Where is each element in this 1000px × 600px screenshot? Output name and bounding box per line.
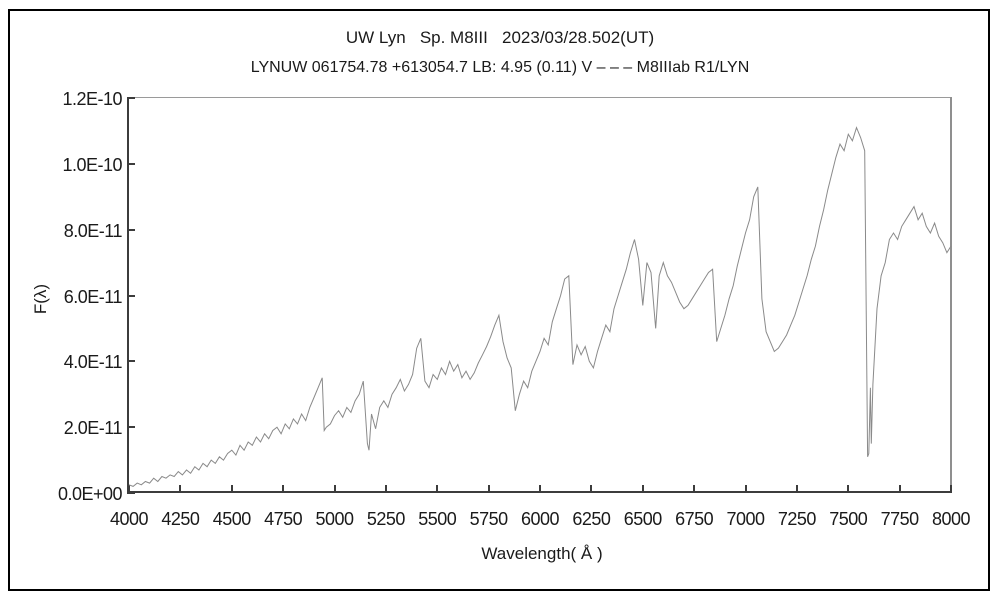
plot-frame-right [950, 97, 952, 493]
y-tick-label: 4.0E-11 [63, 352, 123, 373]
x-tick-mark [641, 485, 644, 491]
x-axis-line [127, 491, 952, 493]
x-tick-label: 7750 [880, 509, 920, 529]
x-tick-mark [693, 485, 696, 491]
y-tick-label: 1.0E-10 [62, 154, 122, 175]
plot-frame-top [127, 97, 952, 98]
y-tick-mark [129, 426, 135, 429]
x-tick-label: 4750 [264, 509, 303, 529]
x-tick-mark [744, 485, 747, 491]
x-tick-label: 6250 [572, 509, 611, 529]
x-tick-label: 4500 [212, 509, 252, 529]
y-axis-line [127, 97, 129, 494]
x-tick-mark [282, 485, 285, 491]
y-tick-mark [129, 294, 135, 297]
y-tick-mark [129, 492, 135, 494]
y-tick-label: 0.0E+00 [57, 484, 123, 504]
x-tick-mark [590, 485, 593, 491]
x-tick-mark [333, 485, 336, 491]
y-tick-label: 6.0E-11 [63, 286, 123, 307]
x-tick-label: 8000 [931, 509, 971, 529]
x-axis-title: Wavelength( Å ) [481, 544, 603, 563]
x-tick-mark [128, 485, 130, 491]
x-tick-label: 5500 [418, 509, 457, 529]
x-tick-mark [847, 485, 850, 491]
x-tick-mark [230, 485, 233, 491]
y-tick-mark [129, 228, 135, 231]
x-tick-label: 6750 [675, 509, 714, 529]
x-tick-label: 5750 [469, 509, 509, 529]
x-tick-label: 5250 [366, 509, 406, 529]
x-tick-mark [539, 485, 541, 491]
y-tick-mark [129, 162, 135, 165]
x-tick-label: 7000 [726, 509, 765, 529]
y-tick-mark [129, 360, 135, 363]
x-tick-label: 5000 [315, 509, 354, 529]
y-axis-title: F(λ) [31, 283, 50, 315]
x-tick-label: 4000 [109, 509, 149, 529]
y-tick-label: 8.0E-11 [63, 220, 123, 241]
x-tick-mark [950, 485, 952, 491]
x-tick-label: 4250 [161, 509, 200, 529]
x-tick-label: 7250 [777, 509, 817, 529]
x-tick-mark [179, 485, 182, 491]
x-tick-mark [795, 485, 798, 491]
x-tick-mark [384, 485, 387, 491]
x-tick-mark [487, 485, 490, 491]
chart-outer-border [8, 9, 990, 591]
y-tick-mark [129, 97, 135, 99]
x-tick-label: 7500 [829, 509, 868, 529]
x-tick-mark [898, 485, 901, 491]
chart-subtitle: LYNUW 061754.78 +613054.7 LB: 4.95 (0.11… [250, 59, 750, 76]
plot-area [128, 126, 952, 487]
y-tick-label: 2.0E-11 [63, 418, 123, 439]
spectrum-curve [128, 126, 952, 487]
y-tick-label: 1.2E-10 [62, 89, 122, 109]
x-tick-mark [436, 485, 439, 491]
x-tick-label: 6500 [623, 509, 663, 529]
chart-title: UW Lyn Sp. M8III 2023/03/28.502(UT) [345, 28, 655, 47]
x-tick-label: 6000 [520, 509, 560, 529]
